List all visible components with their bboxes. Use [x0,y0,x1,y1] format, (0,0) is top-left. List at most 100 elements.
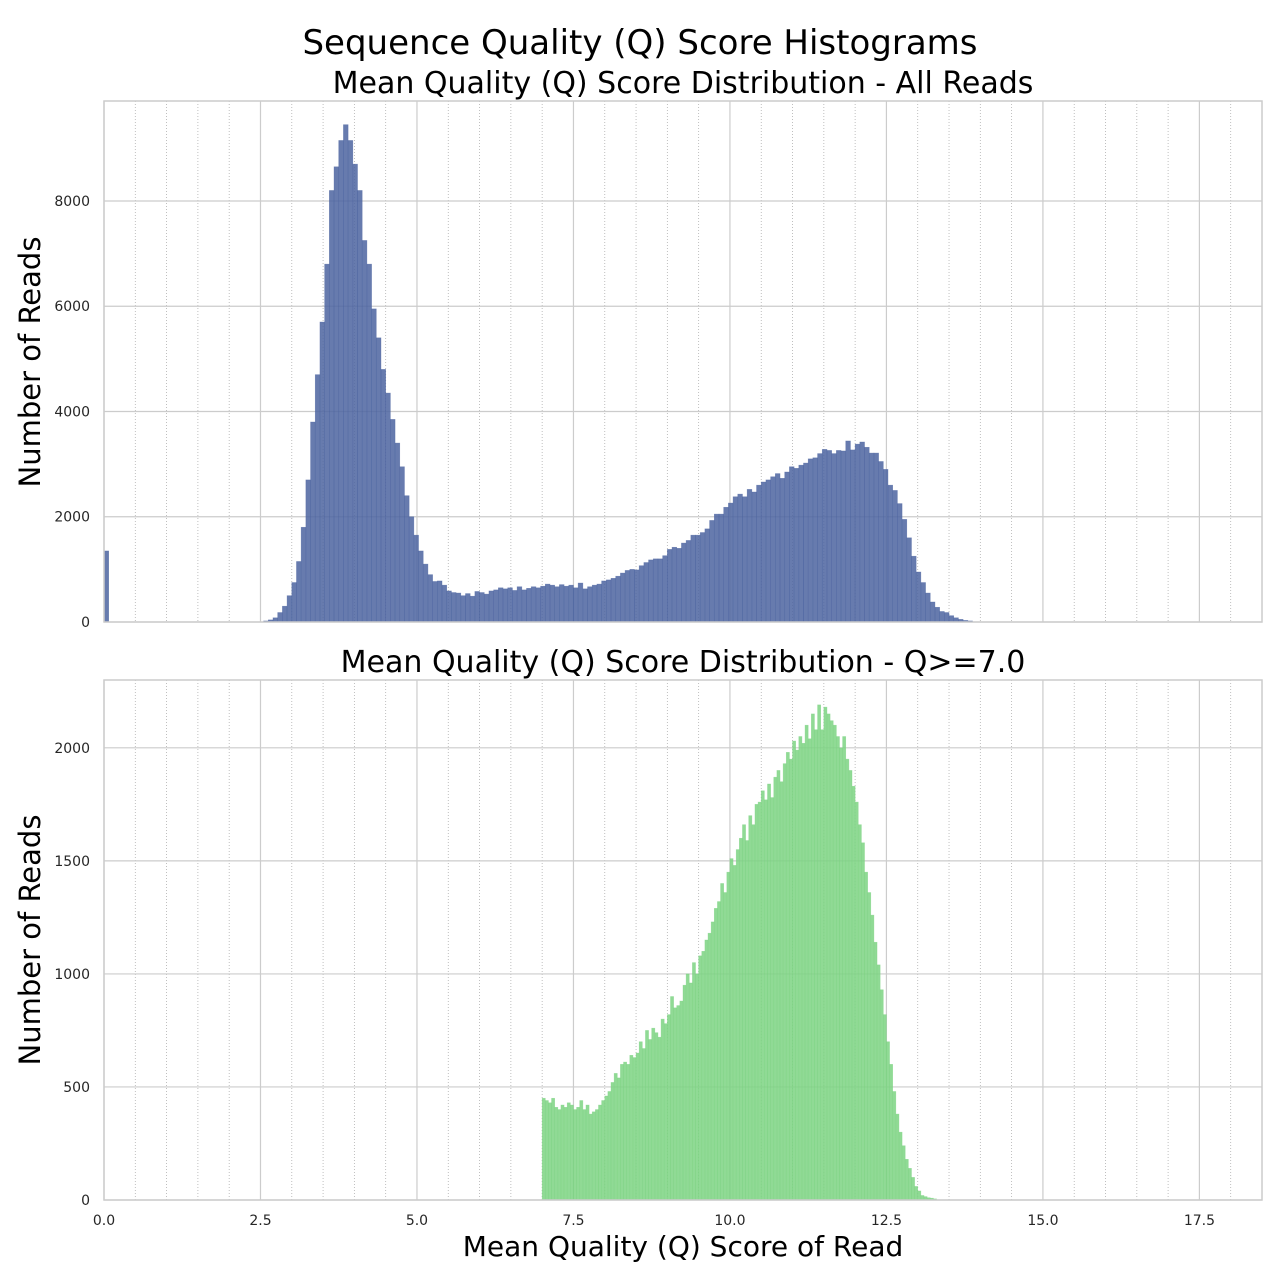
histogram-bar [735,849,740,1201]
histogram-bar [878,461,884,623]
x-ticks-q7: 0.0 2.5 5.0 7.5 10.0 12.5 15.0 17.5 [93,1213,1215,1229]
x-tick-label: 7.5 [562,1213,584,1229]
histogram-bar [576,1107,581,1201]
histogram-bar [557,1109,562,1201]
histogram-bar [784,471,790,623]
histogram-bar [879,989,884,1201]
x-tick-label: 15.0 [1027,1213,1058,1229]
histogram-bar [892,1091,897,1201]
histogram-bar [770,797,775,1201]
histogram-bar [441,584,448,623]
histogram-bar [643,562,649,623]
histogram-bar [399,466,405,623]
histogram-bar [732,496,739,623]
histogram-bar [854,801,859,1201]
histogram-bar [488,590,494,623]
histogram-bar [413,534,419,623]
histogram-bar [624,570,631,623]
histogram-bar [757,801,762,1201]
histogram-bar [814,729,818,1201]
histogram-bar [418,550,424,623]
histogram-bar [887,484,893,623]
histogram-bar [582,1109,587,1201]
histogram-bar [588,1113,593,1201]
histogram-bar [709,520,715,623]
histogram-bar [502,588,509,623]
histogram-bar [623,1061,627,1201]
histogram-bar [713,513,720,623]
histogram-bar [667,1014,671,1201]
histogram-bar [836,736,840,1201]
histogram-bar [657,1036,662,1201]
histogram-bar [613,1073,618,1201]
histogram-bar [679,1000,684,1201]
histogram-bar [559,584,565,623]
histogram-bar [836,450,842,623]
figure-title: Sequence Quality (Q) Score Histograms [302,23,977,63]
histogram-bar [544,1100,549,1201]
histogram-bar [854,443,861,623]
histogram-bar [718,513,724,623]
histogram-bar [615,575,621,623]
histogram-bar [795,749,800,1201]
histogram-bar [554,1107,559,1201]
histogram-bar [324,263,330,623]
histogram-bar [642,1048,646,1201]
histogram-bar [906,537,912,623]
histogram-bar [767,783,771,1201]
histogram-bar [886,1041,890,1201]
histogram-bar [864,446,870,623]
histogram-bar [917,1190,922,1201]
axes-frame-all-reads [103,100,1263,623]
histogram-bar [911,1177,915,1201]
histogram-bar [826,450,832,623]
histogram-bar [632,1057,637,1201]
histogram-bar [427,574,433,623]
histogram-bar [704,528,710,623]
histogram-bar [549,584,555,623]
histogram-bar [823,706,828,1201]
histogram-bar [286,595,293,623]
histogram-bar [742,496,748,623]
y-tick-label: 1000 [54,967,90,983]
histogram-bar [792,740,796,1201]
histogram-bar [682,984,687,1201]
histogram-bar [948,615,955,623]
histogram-bar [789,758,793,1201]
histogram-bar [432,581,438,623]
histogram-bar [620,1064,624,1201]
histogram-bar [770,476,776,623]
histogram-bar [728,502,734,623]
histogram-bar [782,763,787,1201]
histogram-bar [861,842,865,1201]
histogram-bar [695,534,701,623]
histogram-bar [404,495,410,623]
histogram-bar [729,858,734,1201]
histogram-bar [692,962,696,1201]
y-tick-label: 500 [63,1080,90,1096]
x-tick-label: 2.5 [249,1213,271,1229]
histogram-bar [748,815,753,1201]
histogram-bar [598,1104,602,1201]
histogram-bar [726,871,731,1201]
histogram-bar [291,582,297,623]
histogram-bar [859,441,865,623]
histogram-bar [717,901,721,1201]
histogram-bar [366,263,372,623]
histogram-bar [840,450,847,623]
histogram-bar [944,612,950,623]
histogram-bar [756,484,762,623]
histogram-bar [530,586,537,623]
histogram-bar [676,548,682,623]
histogram-bar [357,190,363,623]
histogram-bar [654,1032,659,1201]
histogram-bar [745,840,750,1201]
histogram-bar [704,939,709,1201]
histogram-bar [681,542,687,623]
histogram-bar [579,1100,584,1201]
histogram-bar [901,1145,906,1201]
histogram-bar [526,588,532,623]
histogram-bar [848,770,853,1201]
subplot-title-q7: Mean Quality (Q) Score Distribution - Q>… [341,645,1026,680]
histogram-bar [751,824,756,1201]
